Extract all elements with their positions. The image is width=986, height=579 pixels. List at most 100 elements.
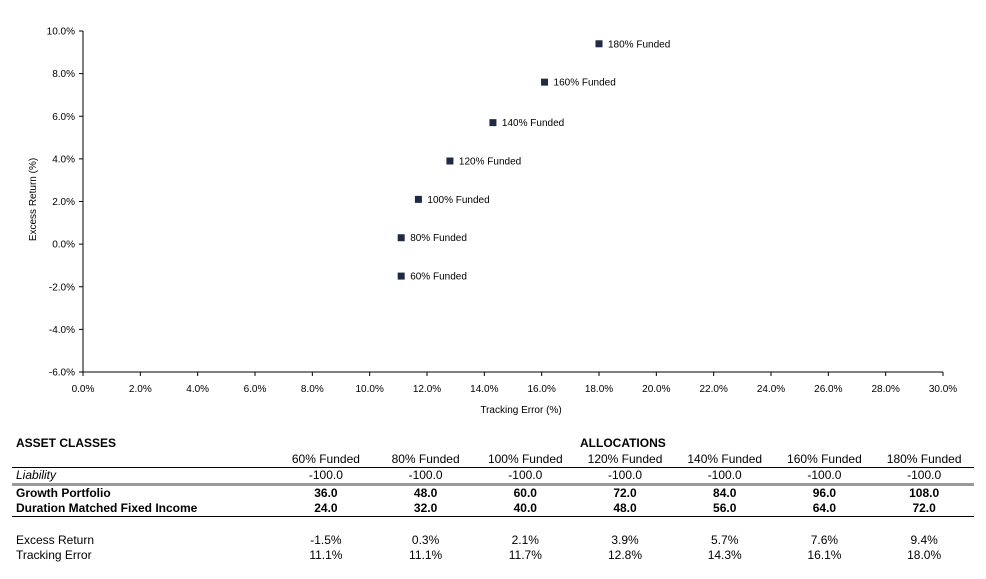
scatter-chart: -6.0% -4.0% -2.0% 0.0% 2.0% 4.0% 6.0% 8.0% 10.0%… (28, 27, 957, 417)
x-axis-title: Tracking Error (%) (480, 405, 561, 416)
table-cell: 84.0 (713, 486, 737, 500)
scatter-point (397, 272, 405, 280)
row-label: Liability (12, 467, 277, 486)
scatter-point (595, 40, 603, 48)
x-tick-label: 16.0% (527, 384, 555, 395)
y-axis-title: Excess Return (%) (28, 158, 39, 241)
column-header: 180% Funded (874, 452, 974, 468)
fixed-income-row: Duration Matched Fixed Income 24.0 32.0 40.… (12, 501, 974, 517)
column-header: 100% Funded (475, 452, 576, 468)
table-cell: 7.6% (810, 533, 839, 547)
table-cell: 60.0 (513, 486, 537, 500)
table-cell: 36.0 (314, 486, 338, 500)
y-axis: -6.0% -4.0% -2.0% 0.0% 2.0% 4.0% 6.0% 8.0% 10.0% (47, 27, 84, 379)
column-header: 160% Funded (774, 452, 875, 468)
table-cell: 48.0 (413, 486, 438, 500)
row-label: Growth Portfolio (16, 486, 111, 500)
x-tick-label: 6.0% (244, 384, 267, 395)
table-cell: 0.3% (411, 533, 440, 547)
y-tick-label: 0.0% (52, 240, 75, 251)
table-cell: -100.0 (575, 467, 675, 486)
scatter-point (414, 195, 422, 203)
table-cell: 16.1% (807, 548, 842, 562)
point-label: 100% Funded (427, 195, 489, 206)
scatter-point (541, 78, 549, 86)
x-tick-label: 26.0% (814, 384, 842, 395)
scatter-point (446, 157, 454, 165)
x-tick-label: 22.0% (699, 384, 727, 395)
table-cell: 40.0 (475, 501, 576, 517)
point-label: 160% Funded (554, 78, 616, 89)
excess-return-row: Excess Return -1.5% 0.3% 2.1% 3.9% 5.7% 7.6% 9.… (12, 533, 974, 548)
x-tick-label: 20.0% (642, 384, 670, 395)
liability-row: Liability -100.0 -100.0 -100.0 -100.0 -100.0-… (12, 467, 974, 486)
table-cell: 96.0 (812, 486, 837, 500)
point-label: 120% Funded (459, 157, 521, 168)
x-tick-label: 4.0% (186, 384, 209, 395)
y-tick-label: 2.0% (52, 197, 75, 208)
y-tick-label: -4.0% (49, 325, 75, 336)
table-cell: -100.0 (674, 467, 775, 486)
table-cell: -100.0 (475, 467, 576, 486)
column-header: 120% Funded (575, 452, 675, 468)
y-tick-label: 10.0% (47, 27, 75, 38)
x-tick-label: 12.0% (413, 384, 441, 395)
y-tick-label: -2.0% (49, 282, 75, 293)
table-cell: 32.0 (375, 501, 476, 517)
x-tick-label: 28.0% (871, 384, 899, 395)
table-cell: 9.4% (910, 533, 938, 547)
data-points: 60% Funded 80% Funded 100% Funded 120% Fund… (397, 39, 670, 283)
table-cell: 48.0 (575, 501, 675, 517)
x-tick-label: 8.0% (301, 384, 324, 395)
allocations-header: ALLOCATIONS (580, 436, 666, 450)
blank-header-cell (12, 452, 277, 468)
table-cell: 12.8% (607, 548, 643, 562)
row-label: Duration Matched Fixed Income (12, 501, 277, 517)
column-header: 140% Funded (674, 452, 775, 468)
table-cell: 2.1% (511, 533, 539, 547)
x-tick-label: 2.0% (129, 384, 152, 395)
scatter-point (489, 119, 497, 127)
x-axis: 0.0% 2.0% 4.0% 6.0% 8.0% 10.0% 12.0% 14.0% 16.0%… (72, 371, 957, 395)
table-cell: 11.7% (508, 548, 542, 562)
table-cell: 18.0% (907, 548, 942, 562)
x-tick-label: 18.0% (585, 384, 613, 395)
table-cell: 14.3% (707, 548, 742, 562)
tracking-error-row: Tracking Error 11.1% 11.1% 11.7% 12.8% 14.3% 1… (12, 548, 974, 563)
table-header-row: ASSET CLASSES ALLOCATIONS (12, 436, 974, 452)
table-cell: -100.0 (774, 467, 875, 486)
table-cell: 5.7% (711, 533, 739, 547)
table-cell: 64.0 (774, 501, 875, 517)
point-label: 180% Funded (608, 39, 670, 50)
table-cell: 11.1% (309, 548, 343, 562)
x-tick-label: 10.0% (355, 384, 383, 395)
table-cell: -100.0 (276, 467, 376, 486)
row-label: Excess Return (16, 533, 95, 547)
x-tick-label: 14.0% (470, 384, 498, 395)
column-header: 80% Funded (375, 452, 476, 468)
scatter-point (397, 234, 405, 242)
table-cell: -100.0 (874, 467, 974, 486)
table-cell: 108.0 (909, 486, 940, 500)
x-tick-label: 24.0% (757, 384, 785, 395)
table-cell: 72.0 (613, 486, 637, 500)
table-cell: -100.0 (375, 467, 476, 486)
table-cell: 11.1% (409, 548, 443, 562)
y-tick-label: 4.0% (52, 154, 75, 165)
table-cell: 3.9% (611, 533, 639, 547)
y-tick-label: 6.0% (52, 112, 75, 123)
allocation-table: ASSET CLASSES ALLOCATIONS 60% Funded 80% … (12, 436, 974, 563)
table-cell: 24.0 (276, 501, 376, 517)
y-tick-label: -6.0% (49, 368, 75, 379)
point-label: 80% Funded (410, 233, 467, 244)
x-tick-label: 0.0% (72, 384, 95, 395)
table-cell: 72.0 (874, 501, 974, 517)
spacer-cell (12, 517, 974, 534)
growth-portfolio-row: Growth Portfolio 36.0 48.0 60.0 72.0 84.0 96.0… (12, 485, 974, 502)
x-tick-label: 30.0% (929, 384, 957, 395)
spacer-row (12, 517, 974, 534)
column-header-row: 60% Funded 80% Funded 100% Funded 120% Fund… (12, 452, 974, 468)
point-label: 140% Funded (502, 118, 564, 129)
point-label: 60% Funded (410, 272, 467, 283)
table-cell: 56.0 (674, 501, 775, 517)
